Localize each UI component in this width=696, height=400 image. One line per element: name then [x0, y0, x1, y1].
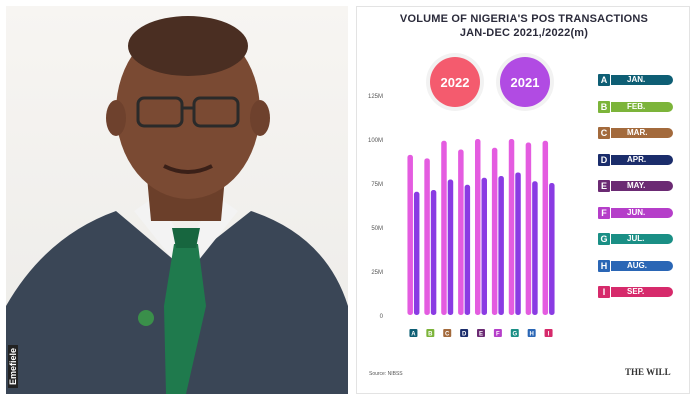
bar-2022-E [475, 139, 481, 315]
legend-label: SEP. [609, 287, 673, 297]
y-tick-label: 100M [368, 138, 383, 144]
legend-letter: F [597, 205, 611, 220]
bar-2022-D [458, 149, 464, 315]
chart-source: Source: NIBSS [369, 371, 403, 377]
legend-item-jun: JUN. F [597, 205, 685, 220]
bar-2021-F [498, 175, 504, 315]
category-marker-C [443, 329, 452, 337]
category-label: A [411, 332, 416, 338]
category-marker-B [426, 329, 435, 337]
year-badge-2022: 2022 [430, 57, 480, 107]
legend-item-jan: JAN. A [597, 73, 685, 87]
category-label: E [479, 332, 483, 338]
category-label: G [512, 332, 517, 338]
y-tick-label: 25M [371, 270, 383, 276]
bar-2021-B [430, 190, 437, 315]
bar-chart: 0 25M 50M 75M 100M 125M A B C D E F G H I [368, 94, 555, 338]
legend-letter: H [597, 258, 611, 273]
category-marker-F [493, 329, 502, 337]
bar-2022-I [542, 140, 549, 315]
legend-label: FEB. [609, 101, 673, 112]
bar-2022-H [525, 142, 532, 315]
bar-2021-E [481, 177, 487, 315]
year-badge-2021: 2021 [500, 57, 550, 107]
bar-2021-H [532, 181, 538, 315]
photo-caption: Emefiele [8, 344, 18, 388]
y-tick-label: 0 [380, 314, 384, 320]
bar-2021-I [549, 183, 555, 315]
legend-item-apr: APR. D [597, 152, 685, 167]
category-marker-I [544, 329, 553, 337]
bar-2021-A [413, 191, 420, 315]
category-marker-E [477, 329, 485, 337]
legend-item-may: MAY. E [597, 179, 685, 193]
category-marker-D [460, 329, 469, 337]
bar-2022-A [407, 154, 413, 315]
category-label: F [496, 332, 500, 338]
legend-label: MAR. [609, 128, 673, 138]
infographic-panel: VOLUME OF NIGERIA'S POS TRANSACTIONS JAN… [356, 6, 690, 394]
legend-label: JUL. [609, 234, 673, 244]
bar-2022-B [424, 158, 430, 315]
legend-label: AUG. [609, 260, 673, 271]
bar-2021-D [464, 184, 471, 315]
legend-letter: E [597, 179, 611, 193]
y-tick-label: 125M [368, 94, 383, 100]
legend-label: JUN. [609, 207, 673, 218]
category-label: C [445, 332, 450, 338]
category-label: I [548, 332, 550, 338]
legend-letter: G [597, 232, 611, 246]
legend-letter: I [597, 285, 611, 299]
bar-2022-F [491, 147, 498, 315]
category-marker-G [510, 329, 519, 337]
legend-item-feb: FEB. B [597, 99, 685, 114]
brand-logo: THE WILL [625, 367, 671, 377]
y-tick-label: 75M [371, 182, 383, 188]
portrait-illustration [6, 6, 348, 394]
chart-subtitle: JAN-DEC 2021,/2022(m) [459, 27, 589, 39]
legend-letter: D [597, 152, 611, 167]
category-label: D [462, 332, 467, 338]
category-marker-A [409, 329, 418, 337]
y-tick-label: 50M [371, 226, 383, 232]
legend-letter: B [597, 99, 611, 114]
legend-label: MAY. [609, 181, 673, 191]
legend-label: APR. [609, 154, 673, 165]
bar-2021-G [515, 172, 521, 315]
legend-item-mar: MAR. C [597, 126, 685, 140]
category-marker-H [527, 329, 536, 337]
legend-item-aug: AUG. H [597, 258, 685, 273]
bar-2022-C [441, 140, 447, 315]
chart-title: VOLUME OF NIGERIA'S POS TRANSACTIONS [399, 13, 649, 25]
legend-label: JAN. [609, 75, 673, 85]
legend-letter: A [597, 73, 611, 87]
legend-item-sep: SEP. I [597, 285, 685, 299]
portrait-photo: Emefiele [6, 6, 348, 394]
legend-item-jul: JUL. G [597, 232, 685, 246]
legend-letter: C [597, 126, 611, 140]
category-label: H [529, 332, 533, 338]
bar-2022-G [508, 139, 515, 315]
bar-2021-C [447, 179, 454, 315]
category-label: B [428, 332, 433, 338]
